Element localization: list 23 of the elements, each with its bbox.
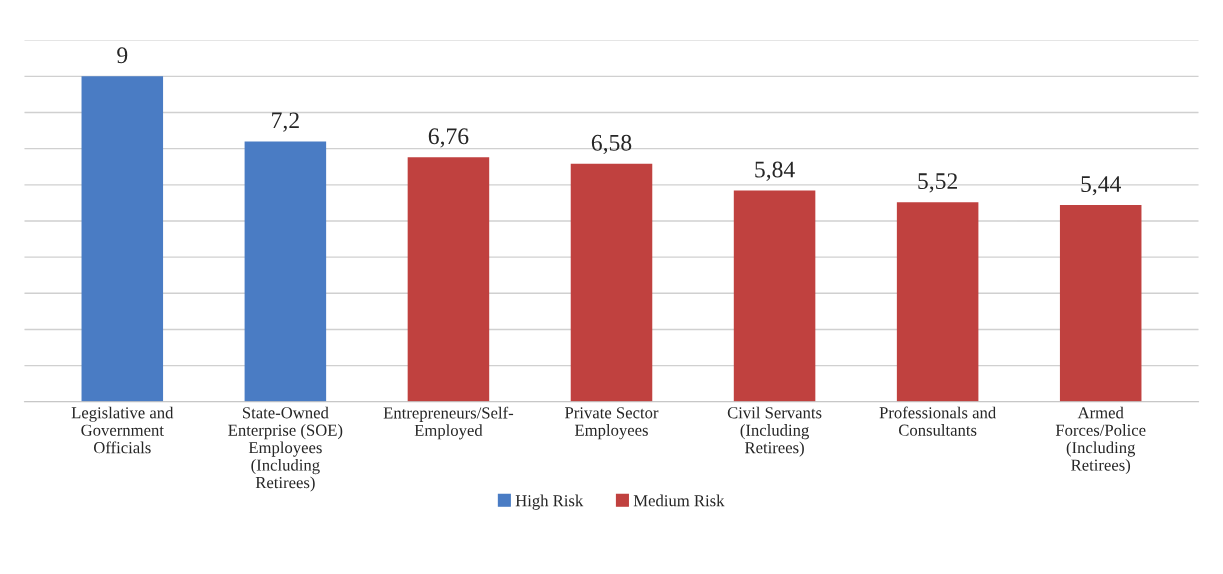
bar — [1059, 205, 1142, 402]
bar — [81, 76, 164, 402]
data-label: 9 — [117, 47, 128, 64]
bar — [570, 163, 653, 402]
x-tick-label: Civil Servants (Including Retirees) — [727, 406, 822, 457]
bar — [244, 141, 327, 402]
data-label: 6,76 — [428, 128, 469, 148]
legend-label: Medium Risk — [633, 494, 725, 507]
data-label: 5,52 — [918, 173, 957, 193]
legend-label: High Risk — [515, 494, 584, 510]
data-label: 7,2 — [272, 112, 299, 132]
bar — [733, 190, 816, 402]
x-tick-label: Legislative and Government Officials — [71, 406, 174, 454]
data-label: 6,58 — [591, 134, 632, 155]
x-tick-label: Professionals and Consultants — [879, 406, 996, 436]
data-label: 5,44 — [1081, 176, 1121, 196]
x-tick-label: Entrepreneurs/Self- Employed — [383, 406, 514, 440]
x-tick-label: Armed Forces/Police (Including Retirees) — [1055, 406, 1146, 475]
data-label: 5,84 — [755, 161, 795, 181]
bar — [407, 157, 490, 402]
bar — [896, 202, 979, 402]
x-tick-label: Private Sector Employees — [565, 407, 659, 440]
x-tick-label: State-Owned Enterprise (SOE) Employees (Including Retirees) — [228, 406, 343, 492]
